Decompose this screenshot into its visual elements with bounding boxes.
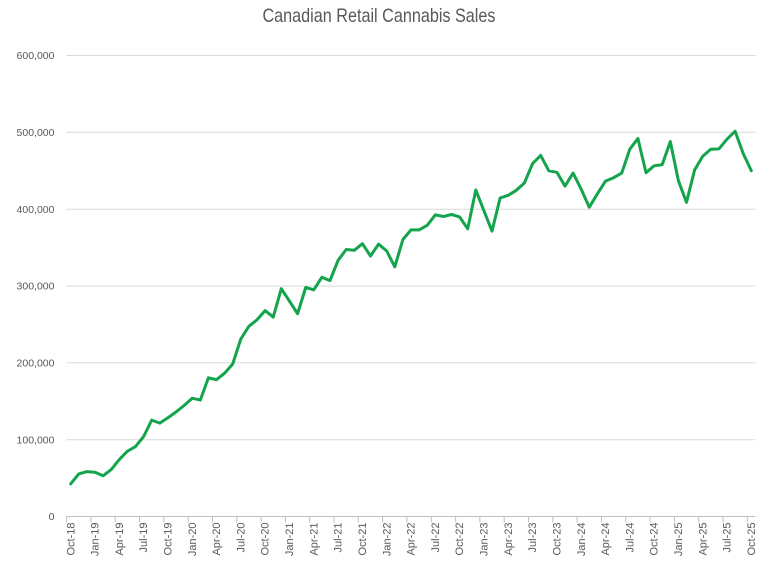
svg-text:Oct-20: Oct-20 [260, 523, 272, 556]
svg-text:Apr-23: Apr-23 [503, 523, 515, 556]
svg-text:Apr-21: Apr-21 [308, 523, 320, 556]
svg-text:300,000: 300,000 [17, 281, 55, 293]
svg-text:Oct-24: Oct-24 [649, 523, 661, 556]
svg-text:Jul-23: Jul-23 [527, 523, 539, 553]
svg-text:Jul-20: Jul-20 [235, 523, 247, 553]
svg-text:Apr-19: Apr-19 [114, 523, 126, 556]
svg-text:100,000: 100,000 [17, 434, 55, 446]
svg-text:Oct-21: Oct-21 [357, 523, 369, 556]
svg-text:Oct-23: Oct-23 [552, 523, 564, 556]
svg-text:Jan-19: Jan-19 [90, 523, 102, 557]
svg-text:Jan-24: Jan-24 [576, 523, 588, 557]
svg-text:Jul-19: Jul-19 [138, 523, 150, 553]
svg-text:Jul-25: Jul-25 [722, 523, 734, 553]
svg-text:Canadian Retail Cannabis Sales: Canadian Retail Cannabis Sales [263, 5, 496, 27]
svg-text:Oct-19: Oct-19 [162, 523, 174, 556]
svg-text:Jan-21: Jan-21 [284, 523, 296, 557]
svg-text:400,000: 400,000 [17, 204, 55, 216]
svg-text:500,000: 500,000 [17, 127, 55, 139]
svg-text:Oct-25: Oct-25 [746, 523, 758, 556]
svg-text:Jan-20: Jan-20 [187, 523, 199, 557]
svg-text:600,000: 600,000 [17, 50, 55, 62]
svg-text:Apr-22: Apr-22 [406, 523, 418, 556]
svg-text:Jan-23: Jan-23 [478, 523, 490, 557]
svg-text:Oct-22: Oct-22 [454, 523, 466, 556]
svg-text:0: 0 [49, 511, 55, 523]
svg-text:Apr-24: Apr-24 [600, 523, 612, 556]
svg-text:Jan-25: Jan-25 [673, 523, 685, 557]
svg-text:Jul-21: Jul-21 [333, 523, 345, 553]
svg-text:Jul-24: Jul-24 [624, 523, 636, 553]
svg-text:Oct-18: Oct-18 [65, 523, 77, 556]
svg-text:200,000: 200,000 [17, 357, 55, 369]
svg-text:Jul-22: Jul-22 [430, 523, 442, 553]
svg-text:Apr-20: Apr-20 [211, 523, 223, 556]
svg-text:Apr-25: Apr-25 [697, 523, 709, 556]
svg-text:Jan-22: Jan-22 [381, 523, 393, 557]
